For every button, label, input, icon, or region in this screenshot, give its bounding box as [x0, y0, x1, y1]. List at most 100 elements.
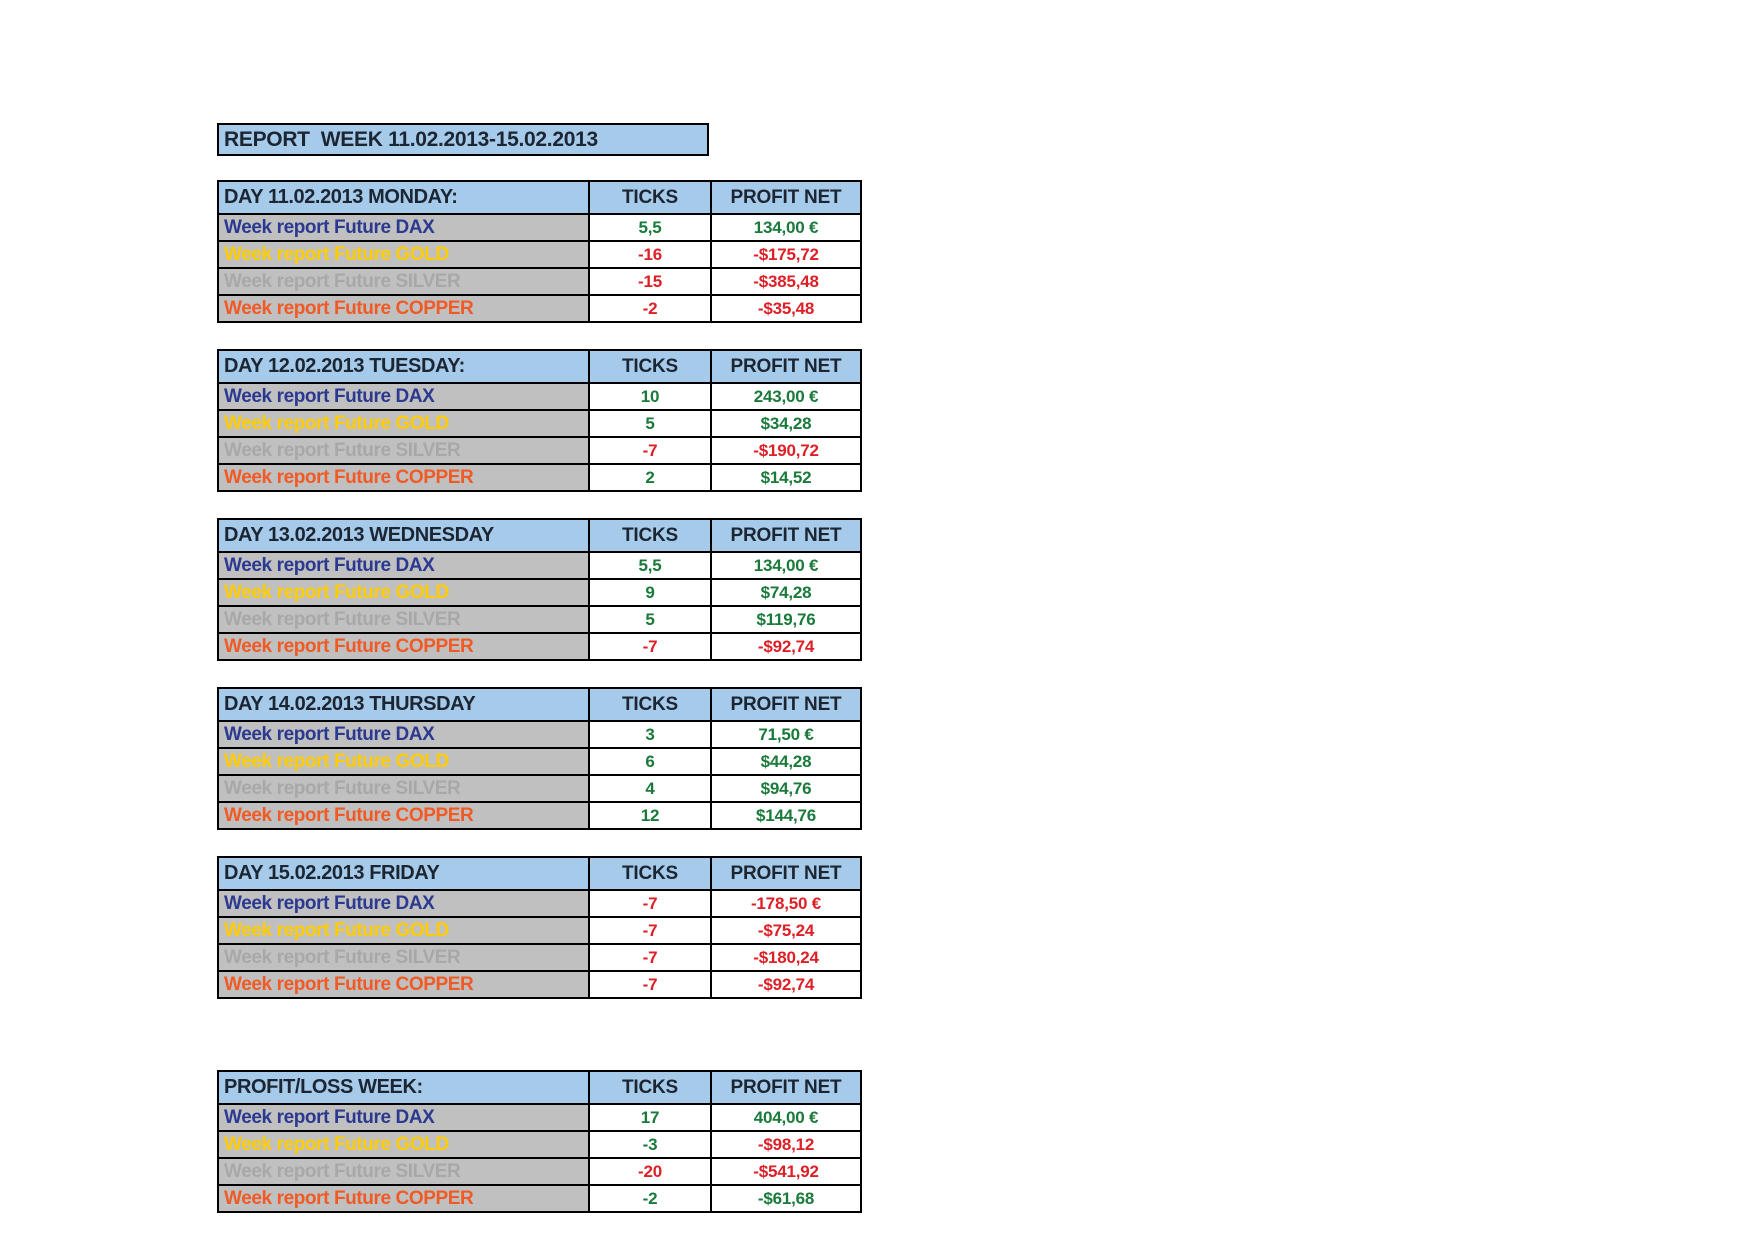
- day-title: DAY 14.02.2013 THURSDAY: [219, 689, 588, 720]
- table-row: Week report Future SILVER -15 -$385,48: [219, 267, 860, 294]
- instrument-label: Week report Future SILVER: [219, 267, 588, 294]
- table-header-row: DAY 14.02.2013 THURSDAY TICKS PROFIT NET: [219, 689, 860, 720]
- instrument-label: Week report Future COPPER: [219, 294, 588, 321]
- table-monday: DAY 11.02.2013 MONDAY: TICKS PROFIT NET …: [217, 180, 862, 323]
- table-row: Week report Future COPPER -2 -$61,68: [219, 1184, 860, 1211]
- profit-value: -$92,74: [710, 970, 860, 997]
- table-header-row: DAY 12.02.2013 TUESDAY: TICKS PROFIT NET: [219, 351, 860, 382]
- instrument-label: Week report Future COPPER: [219, 801, 588, 828]
- profit-value: 134,00 €: [710, 213, 860, 240]
- instrument-label: Week report Future COPPER: [219, 632, 588, 659]
- table-header-row: DAY 15.02.2013 FRIDAY TICKS PROFIT NET: [219, 858, 860, 889]
- ticks-col-header: TICKS: [588, 858, 710, 889]
- ticks-col-header: TICKS: [588, 182, 710, 213]
- profit-value: $74,28: [710, 578, 860, 605]
- ticks-col-header: TICKS: [588, 520, 710, 551]
- profit-value: $14,52: [710, 463, 860, 490]
- ticks-value: 6: [588, 747, 710, 774]
- instrument-label: Week report Future GOLD: [219, 240, 588, 267]
- table-row: Week report Future DAX 17 404,00 €: [219, 1103, 860, 1130]
- profit-net-col-header: PROFIT NET: [710, 182, 860, 213]
- profit-value: $44,28: [710, 747, 860, 774]
- day-title: DAY 15.02.2013 FRIDAY: [219, 858, 588, 889]
- profit-value: $34,28: [710, 409, 860, 436]
- table-header-row: DAY 11.02.2013 MONDAY: TICKS PROFIT NET: [219, 182, 860, 213]
- table-row: Week report Future COPPER -2 -$35,48: [219, 294, 860, 321]
- instrument-label: Week report Future COPPER: [219, 463, 588, 490]
- table-row: Week report Future COPPER 2 $14,52: [219, 463, 860, 490]
- profit-value: 404,00 €: [710, 1103, 860, 1130]
- table-row: Week report Future COPPER 12 $144,76: [219, 801, 860, 828]
- table-row: Week report Future SILVER 5 $119,76: [219, 605, 860, 632]
- table-thursday: DAY 14.02.2013 THURSDAY TICKS PROFIT NET…: [217, 687, 862, 830]
- instrument-label: Week report Future DAX: [219, 213, 588, 240]
- instrument-label: Week report Future SILVER: [219, 943, 588, 970]
- table-row: Week report Future GOLD 5 $34,28: [219, 409, 860, 436]
- ticks-value: -3: [588, 1130, 710, 1157]
- table-row: Week report Future COPPER -7 -$92,74: [219, 632, 860, 659]
- table-row: Week report Future SILVER -20 -$541,92: [219, 1157, 860, 1184]
- ticks-value: 4: [588, 774, 710, 801]
- instrument-label: Week report Future DAX: [219, 382, 588, 409]
- table-week-summary: PROFIT/LOSS WEEK: TICKS PROFIT NET Week …: [217, 1070, 862, 1213]
- ticks-value: 5: [588, 409, 710, 436]
- ticks-value: 17: [588, 1103, 710, 1130]
- table-row: Week report Future DAX -7 -178,50 €: [219, 889, 860, 916]
- table-row: Week report Future SILVER -7 -$190,72: [219, 436, 860, 463]
- ticks-col-header: TICKS: [588, 689, 710, 720]
- table-friday: DAY 15.02.2013 FRIDAY TICKS PROFIT NET W…: [217, 856, 862, 999]
- profit-value: 71,50 €: [710, 720, 860, 747]
- instrument-label: Week report Future DAX: [219, 889, 588, 916]
- ticks-col-header: TICKS: [588, 1072, 710, 1103]
- ticks-value: 9: [588, 578, 710, 605]
- table-row: Week report Future SILVER -7 -$180,24: [219, 943, 860, 970]
- instrument-label: Week report Future GOLD: [219, 578, 588, 605]
- instrument-label: Week report Future GOLD: [219, 747, 588, 774]
- ticks-value: -2: [588, 294, 710, 321]
- report-title: REPORT WEEK 11.02.2013-15.02.2013: [217, 123, 709, 156]
- profit-net-col-header: PROFIT NET: [710, 858, 860, 889]
- instrument-label: Week report Future COPPER: [219, 1184, 588, 1211]
- table-row: Week report Future DAX 5,5 134,00 €: [219, 551, 860, 578]
- weekly-report: REPORT WEEK 11.02.2013-15.02.2013 DAY 11…: [217, 123, 862, 1239]
- ticks-value: 5: [588, 605, 710, 632]
- instrument-label: Week report Future SILVER: [219, 1157, 588, 1184]
- table-wednesday: DAY 13.02.2013 WEDNESDAY TICKS PROFIT NE…: [217, 518, 862, 661]
- ticks-value: -7: [588, 916, 710, 943]
- ticks-value: -16: [588, 240, 710, 267]
- instrument-label: Week report Future GOLD: [219, 1130, 588, 1157]
- ticks-value: 3: [588, 720, 710, 747]
- table-header-row: DAY 13.02.2013 WEDNESDAY TICKS PROFIT NE…: [219, 520, 860, 551]
- profit-value: 243,00 €: [710, 382, 860, 409]
- ticks-value: -2: [588, 1184, 710, 1211]
- table-row: Week report Future DAX 3 71,50 €: [219, 720, 860, 747]
- table-row: Week report Future DAX 10 243,00 €: [219, 382, 860, 409]
- table-tuesday: DAY 12.02.2013 TUESDAY: TICKS PROFIT NET…: [217, 349, 862, 492]
- ticks-value: -7: [588, 970, 710, 997]
- summary-title: PROFIT/LOSS WEEK:: [219, 1072, 588, 1103]
- profit-value: -$75,24: [710, 916, 860, 943]
- instrument-label: Week report Future GOLD: [219, 916, 588, 943]
- profit-value: -$180,24: [710, 943, 860, 970]
- table-row: Week report Future GOLD -3 -$98,12: [219, 1130, 860, 1157]
- profit-value: -$175,72: [710, 240, 860, 267]
- ticks-value: -7: [588, 943, 710, 970]
- ticks-value: 12: [588, 801, 710, 828]
- day-title: DAY 12.02.2013 TUESDAY:: [219, 351, 588, 382]
- ticks-value: -15: [588, 267, 710, 294]
- profit-value: -$190,72: [710, 436, 860, 463]
- profit-value: -$61,68: [710, 1184, 860, 1211]
- instrument-label: Week report Future DAX: [219, 551, 588, 578]
- table-row: Week report Future GOLD -7 -$75,24: [219, 916, 860, 943]
- profit-net-col-header: PROFIT NET: [710, 351, 860, 382]
- instrument-label: Week report Future SILVER: [219, 436, 588, 463]
- profit-value: -$98,12: [710, 1130, 860, 1157]
- profit-value: $119,76: [710, 605, 860, 632]
- day-title: DAY 13.02.2013 WEDNESDAY: [219, 520, 588, 551]
- ticks-value: -7: [588, 436, 710, 463]
- ticks-value: 10: [588, 382, 710, 409]
- profit-value: 134,00 €: [710, 551, 860, 578]
- ticks-value: -20: [588, 1157, 710, 1184]
- instrument-label: Week report Future SILVER: [219, 774, 588, 801]
